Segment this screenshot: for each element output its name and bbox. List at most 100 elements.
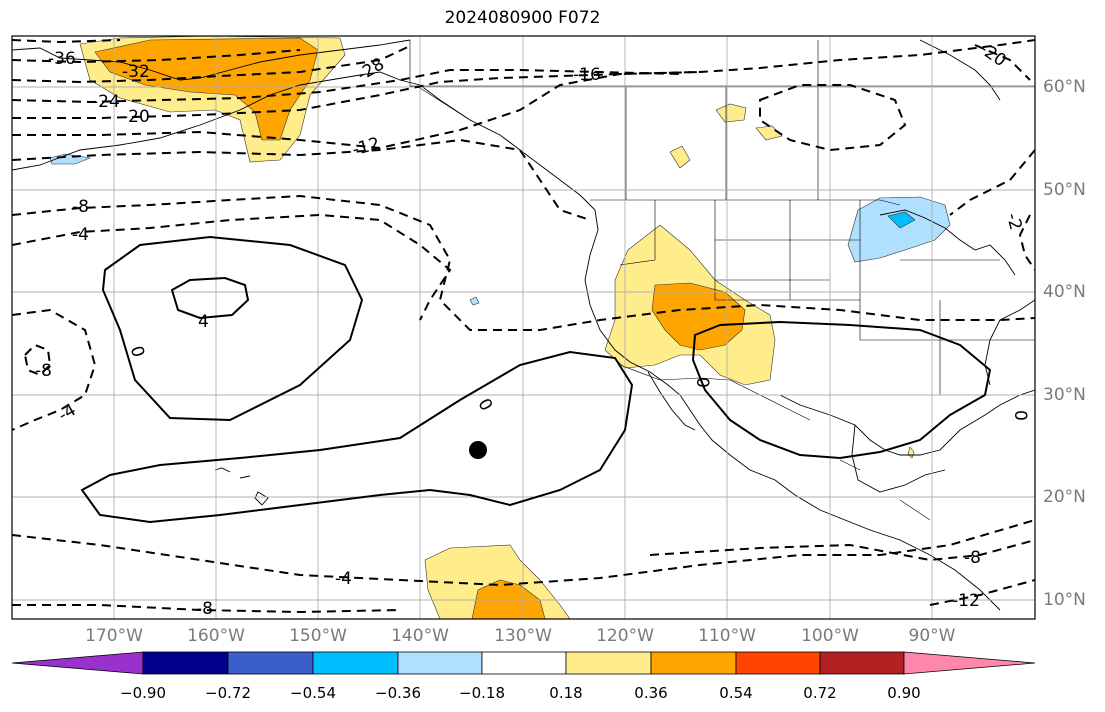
lon-label: 100°W [801,626,859,646]
colorbar-tick-label: 0.36 [634,684,668,702]
colorbar-tick-label: −0.72 [205,684,251,702]
colorbar-tick-label: 0.72 [803,684,837,702]
border-canada-provinces [410,40,1035,200]
shade-canada-yellow-3 [669,145,691,169]
contour-neg12-loop [759,84,907,152]
lon-label: 160°W [187,626,245,646]
colorbar-tick-label: 0.90 [887,684,921,702]
coast-greatlakes [879,209,1016,276]
contour-east-arc [949,149,1035,216]
colorbar-segment [650,651,737,675]
border-mexico-central [839,459,931,521]
lon-label: 130°W [494,626,552,646]
contour-neg24 [12,69,681,104]
lat-label: 50°N [1043,180,1086,200]
contour-neg8-south [12,604,401,614]
colorbar-segment [312,651,399,675]
colorbar-tick-label: −0.90 [120,684,166,702]
shade-alaska-orange [94,37,319,141]
contour-neg8-southeast [649,539,1035,562]
contour-four [170,276,250,320]
coastlines [12,39,1035,611]
coast-hudson [919,39,1001,101]
contour-labels: -36 -32 -28 -24 -20 -16 -12 -8 -4 0 4 -8… [35,39,1030,619]
lon-label: 150°W [289,626,347,646]
solid-contours [80,235,992,524]
lon-label: 170°W [85,626,143,646]
contour-neg12-southeast [929,579,1035,606]
contour-neg12 [12,138,591,221]
contour-zero-east [691,320,992,460]
storm-center-dot [469,441,487,459]
coast-westcoast [584,209,1001,611]
contour-neg2-east [1018,214,1035,271]
map-title: 2024080900 F072 [444,8,601,28]
contour-label: -12 [952,591,980,611]
contour-label: -8 [72,197,89,217]
lat-label: 10°N [1043,590,1086,610]
contour-label: -2 [1002,211,1026,233]
contour-label: -8 [196,599,213,619]
contour-neg4-south [12,519,1035,587]
contour-label: 4 [198,312,209,332]
lat-label: 20°N [1043,487,1086,507]
lon-label: 120°W [596,626,654,646]
shade-pacific-blue-2 [469,296,480,306]
colorbar-segment [227,651,314,675]
border-us-canada [590,199,901,206]
colorbar-extend-left [11,651,144,675]
colorbar-extend-right [903,651,1036,675]
shade-canada-yellow-1 [715,103,747,123]
lat-label: 40°N [1043,282,1086,302]
colorbar-segment [397,651,483,675]
contour-neg36 [12,39,121,44]
coast-alaska [12,71,596,211]
coast-alaska-north [12,39,411,81]
coast-baja [647,371,696,431]
lat-label: 30°N [1043,385,1086,405]
contour-label: -8 [964,548,981,568]
contour-zero-south [80,350,634,524]
colorbar-tick-label: 0.54 [719,684,753,702]
contour-label: 0 [126,344,148,360]
contour-zero-north [101,235,364,422]
contour-label: -36 [48,49,76,69]
lon-label: 140°W [391,626,449,646]
lon-label: 110°W [698,626,756,646]
contour-neg32 [12,49,301,64]
colorbar-tick-label: 0.18 [549,684,583,702]
colorbar-segment [819,651,905,675]
shade-greatlakes-lightblue [847,196,951,263]
lat-label: 60°N [1043,77,1086,97]
colorbar-tick-label: −0.18 [459,684,505,702]
contour-neg28 [12,45,411,84]
coast-eastcoast [984,299,1035,386]
contour-label: -16 [573,65,601,85]
contour-label: -4 [335,569,352,589]
colorbar-segment [142,651,229,675]
colorbar [11,651,1036,675]
map-frame [11,35,1036,620]
contour-label: -20 [122,107,150,127]
contour-neg20-east [974,44,1031,81]
lon-label: 90°W [908,626,956,646]
contour-label: 0 [692,377,712,388]
colorbar-segment [735,651,821,675]
colorbar-tick-label: −0.54 [290,684,336,702]
contour-label: 0 [1010,410,1030,421]
coast-gulf [779,389,1035,456]
contour-neg8 [12,194,1035,331]
colorbar-segment [481,651,567,675]
colorbar-tick-label: −0.36 [375,684,421,702]
contour-neg20 [12,39,1035,119]
contour-neg16 [12,71,701,150]
contour-label: -4 [72,225,89,245]
contour-label: -24 [92,92,120,112]
shade-greatlakes-blue [887,211,916,229]
hawaii-islands [214,467,269,506]
contour-label: -8 [35,361,52,381]
border-us-mexico [619,364,811,421]
contour-neg8-west [12,308,97,431]
coast-yucatan [851,424,946,493]
